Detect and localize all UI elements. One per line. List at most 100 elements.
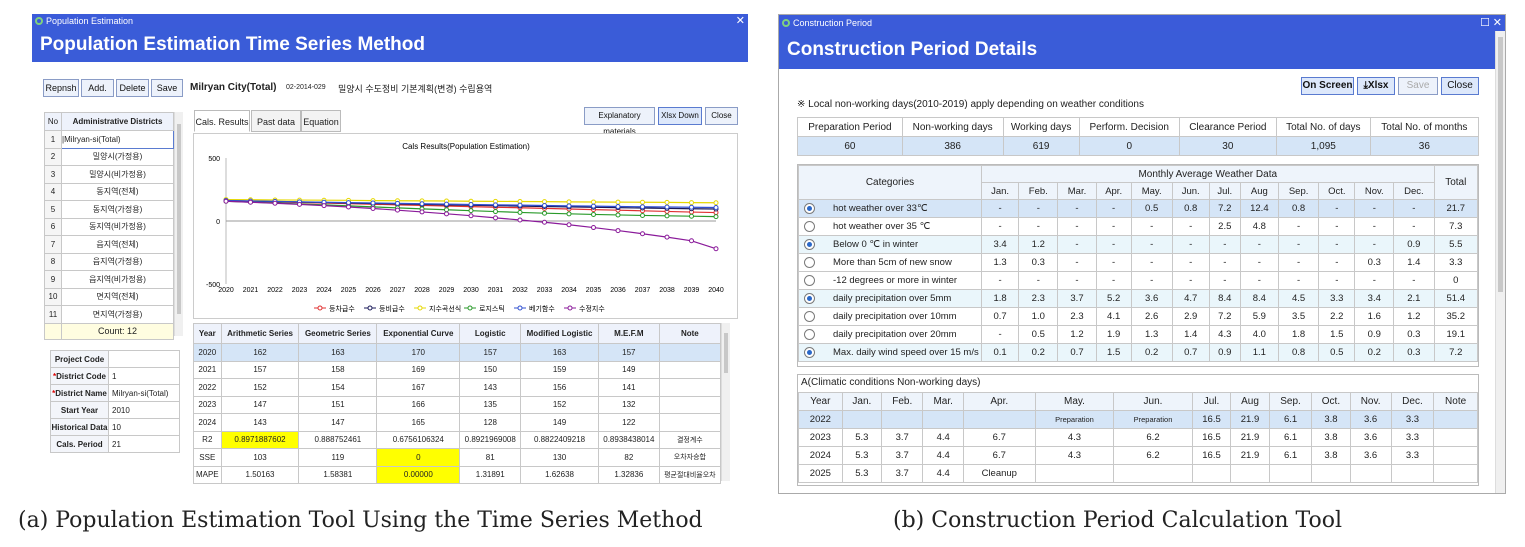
data-point [664, 204, 670, 210]
weather-category[interactable]: daily precipitation over 5mm [798, 289, 982, 308]
district-row[interactable]: 11 면지역(가정용) [44, 305, 174, 324]
category-radio[interactable] [804, 292, 815, 304]
explanatory-button[interactable]: Explanatory materials [584, 107, 655, 136]
weather-row[interactable]: daily precipitation over 5mm 1.8 2.3 3.7 5.2… [798, 289, 1478, 308]
weather-row[interactable]: daily precipitation over 10mm 0.7 1.0 2.3 4.… [798, 307, 1478, 326]
data-point [493, 215, 498, 221]
weather-row[interactable]: hot weather over 33℃ - - - -0.5 0.8 7.2 12.4 0.8… [798, 199, 1478, 218]
nonwork-row[interactable]: 2025 5.3 3.7 4.4 Cleanup [798, 464, 1478, 483]
tab-cals-results[interactable]: Cals. Results [194, 110, 250, 132]
right-save-button[interactable]: Save [1398, 77, 1438, 95]
district-name[interactable]: 읍지역(가정용) [61, 252, 174, 271]
district-row[interactable]: 5 동지역(가정용) [44, 200, 174, 219]
legend-label: 지수곡선식 [429, 304, 461, 313]
tab-equation[interactable]: Equation [301, 110, 341, 132]
nonwork-header: Year [798, 392, 843, 411]
district-row[interactable]: 2 밀양시(가정용) [44, 147, 174, 166]
weather-row[interactable]: hot weather over 35 ℃ - - - - - -2.5 4.8- - - -7.3 [798, 217, 1478, 236]
result-row[interactable]: 2024 143 147 165 128 149 122 [193, 413, 722, 432]
weather-row[interactable]: -12 degrees or more in winter - - - - - - - - - - -… [798, 271, 1478, 290]
district-scrollbar[interactable] [174, 112, 183, 336]
result-row[interactable]: 2023 147 151 166 135 152 132 [193, 395, 722, 414]
district-row[interactable]: 10 면지역(전체) [44, 287, 174, 306]
tab-past-data[interactable]: Past data [251, 110, 301, 132]
weather-value: - [1277, 253, 1320, 272]
weather-category[interactable]: hot weather over 35 ℃ [798, 217, 982, 236]
left-close-button[interactable]: Close [705, 107, 738, 125]
district-name[interactable]: 면지역(가정용) [61, 305, 174, 324]
weather-value: 3.4 [1354, 289, 1395, 308]
district-name[interactable]: 동지역(가정용) [61, 200, 174, 219]
data-point [542, 219, 547, 225]
weather-category[interactable]: daily precipitation over 20mm [798, 325, 982, 344]
category-radio[interactable] [804, 328, 815, 340]
x-tick-label: 2024 [316, 287, 332, 294]
result-row[interactable]: 2020 162 163 170 157 163 157 [193, 343, 722, 362]
delete-button[interactable]: Delete [116, 79, 149, 97]
close-icon[interactable]: ✕ [735, 15, 745, 27]
month-header: Apr. [1095, 182, 1132, 200]
weather-category[interactable]: hot weather over 33℃ [798, 199, 982, 218]
weather-category[interactable]: daily precipitation over 10mm [798, 307, 982, 326]
weather-value: 2.5 [1208, 217, 1241, 236]
weather-category[interactable]: More than 5cm of new snow [798, 253, 982, 272]
weather-category[interactable]: Max. daily wind speed over 15 m/s [798, 343, 982, 362]
close-icon[interactable]: ✕ [1492, 17, 1502, 29]
district-row[interactable]: 7 읍지역(전체) [44, 235, 174, 254]
on-screen-button[interactable]: On Screen [1301, 77, 1354, 95]
nonwork-row[interactable]: 2023 5.3 3.7 4.4 6.7 4.3 6.2 16.5 21.9 6.1 3.8 3.6 3… [798, 428, 1478, 447]
nonwork-row[interactable]: 2024 5.3 3.7 4.4 6.7 4.3 6.2 16.5 21.9 6.1 3.8 3.6 3… [798, 446, 1478, 465]
category-radio[interactable] [804, 256, 815, 268]
right-close-button[interactable]: Close [1441, 77, 1479, 95]
refresh-button[interactable]: Repnsh [43, 79, 79, 97]
result-row[interactable]: 2022 152 154 167 143 156 141 [193, 378, 722, 397]
district-no: 3 [44, 165, 62, 184]
district-name[interactable]: 면지역(전체) [61, 287, 174, 306]
category-radio[interactable] [804, 274, 815, 286]
stat-cell: 119 [298, 448, 378, 467]
category-radio[interactable] [804, 202, 815, 214]
result-scrollbar[interactable] [721, 323, 730, 481]
right-scrollbar[interactable] [1495, 31, 1505, 493]
result-row[interactable]: 2021 157 158 169 150 159 149 [193, 360, 722, 379]
weather-row[interactable]: More than 5cm of new snow 1.3 0.3- - - - - - - -0… [798, 253, 1478, 272]
nonwork-row[interactable]: 2022 Preparation Preparation 16.5 21.9 6.1 3.8… [798, 410, 1478, 429]
add-button[interactable]: Add. [81, 79, 114, 97]
district-row[interactable]: 3 밀양시(비가정용) [44, 165, 174, 184]
save-button[interactable]: Save [151, 79, 183, 97]
district-name[interactable]: 동지역(비가정용) [61, 217, 174, 236]
weather-category[interactable]: Below 0 ℃ in winter [798, 235, 982, 254]
district-name[interactable]: 읍지역(전체) [61, 235, 174, 254]
district-row[interactable]: 9 읍지역(비가정용) [44, 270, 174, 289]
district-name[interactable]: |Milryan-si(Total) [61, 130, 174, 149]
weather-row[interactable]: daily precipitation over 20mm -0.5 1.2 1.9 1… [798, 325, 1478, 344]
district-row[interactable]: 1 |Milryan-si(Total) [44, 130, 174, 149]
maximize-icon[interactable]: ☐ [1480, 17, 1490, 29]
info-value[interactable]: 1 [108, 367, 180, 385]
legend-label: 로지스틱 [479, 304, 505, 313]
nonwork-cell: 6.2 [1113, 446, 1193, 465]
info-value[interactable]: 21 [108, 435, 180, 453]
xlsx-down-button[interactable]: Xlsx Down [658, 107, 702, 125]
district-name[interactable]: 동지역(전체) [61, 182, 174, 201]
xlsx-button[interactable]: ⤓Xlsx [1357, 77, 1395, 95]
district-name[interactable]: 밀양시(비가정용) [61, 165, 174, 184]
weather-total: 7.2 [1433, 343, 1478, 362]
district-name[interactable]: 밀양시(가정용) [61, 147, 174, 166]
info-value[interactable]: 2010 [108, 401, 180, 419]
district-name[interactable]: 읍지역(비가정용) [61, 270, 174, 289]
info-value[interactable]: Milryan-si(Total) [108, 384, 180, 402]
weather-row[interactable]: Below 0 ℃ in winter 3.4 1.2- - - - - - - - -0.9 5.5 [798, 235, 1478, 254]
category-radio[interactable] [804, 220, 815, 232]
category-radio[interactable] [804, 238, 815, 250]
district-row[interactable]: 6 동지역(비가정용) [44, 217, 174, 236]
data-point [615, 212, 621, 218]
district-row[interactable]: 8 읍지역(가정용) [44, 252, 174, 271]
weather-row[interactable]: Max. daily wind speed over 15 m/s 0.1 0.2 0… [798, 343, 1478, 362]
district-row[interactable]: 4 동지역(전체) [44, 182, 174, 201]
info-value[interactable]: 10 [108, 418, 180, 436]
category-radio[interactable] [804, 346, 815, 358]
weather-category[interactable]: -12 degrees or more in winter [798, 271, 982, 290]
info-value[interactable] [108, 350, 180, 368]
category-radio[interactable] [804, 310, 815, 322]
